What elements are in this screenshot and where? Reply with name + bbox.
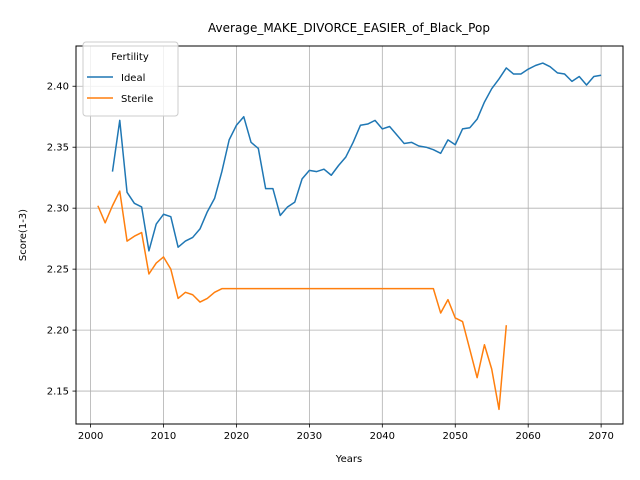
plot-area-frame (75, 45, 624, 425)
legend: Fertility Ideal Sterile (82, 41, 179, 117)
y-axis-ticks: 2.15 2.20 2.25 2.30 2.35 2.40 (47, 82, 76, 398)
x-axis-ticks: 2000 2010 2020 2030 2040 2050 2060 2070 (78, 424, 614, 442)
y-tick-label: 2.30 (47, 204, 69, 215)
x-tick-label: 2070 (588, 431, 613, 442)
y-tick-label: 2.25 (47, 265, 69, 276)
x-tick-label: 2010 (151, 431, 176, 442)
series-lines (97, 62, 602, 411)
series-line-ideal (111, 62, 602, 252)
y-axis-label: Score(1-3) (18, 209, 29, 261)
grid (76, 46, 623, 424)
legend-label-sterile: Sterile (121, 94, 153, 105)
x-tick-label: 2000 (78, 431, 103, 442)
chart-title: Average_MAKE_DIVORCE_EASIER_of_Black_Pop (208, 21, 490, 35)
x-tick-label: 2030 (297, 431, 322, 442)
x-tick-label: 2040 (370, 431, 395, 442)
x-tick-label: 2050 (443, 431, 468, 442)
series-line-sterile (97, 190, 508, 411)
y-tick-label: 2.40 (47, 82, 69, 93)
y-tick-label: 2.15 (47, 387, 69, 398)
x-tick-label: 2060 (515, 431, 540, 442)
legend-title: Fertility (111, 52, 149, 63)
y-tick-label: 2.35 (47, 143, 69, 154)
x-axis-label: Years (335, 454, 362, 465)
legend-label-ideal: Ideal (121, 73, 145, 84)
y-tick-label: 2.20 (47, 326, 69, 337)
x-tick-label: 2020 (224, 431, 249, 442)
